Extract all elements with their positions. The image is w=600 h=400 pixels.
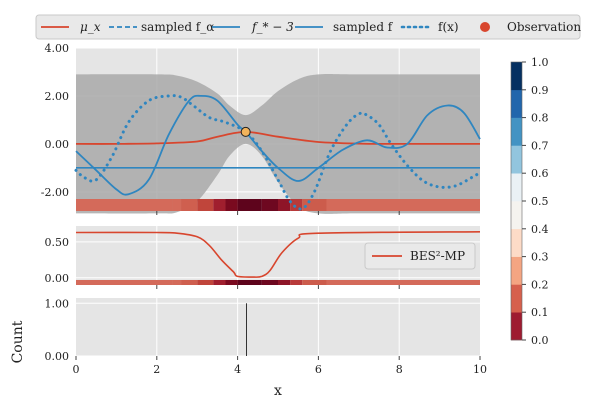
- bottom-x-tick-label: 0: [73, 363, 80, 376]
- colorbar-bin: [511, 145, 522, 174]
- colorbar-tick-label: 0.8: [531, 112, 549, 125]
- colorbar-bin: [511, 256, 522, 285]
- middle-acquisition-strip: [76, 280, 480, 285]
- middle-panel: BES²-MP 0.50 0.00: [45, 226, 481, 289]
- bottom-y-ticks: 1.00 0.00: [45, 297, 70, 363]
- colorbar-bin: [511, 89, 522, 118]
- bes-mp-line: [75, 231, 481, 278]
- bottom-x-tick-label: 6: [315, 363, 322, 376]
- colorbar-tick-label: 0.3: [531, 251, 549, 264]
- bottom-x-tick-label: 2: [153, 363, 160, 376]
- colorbar-tick-label: 0.1: [531, 306, 549, 319]
- top-y-ticks: 4.00 2.00 0.00 -2.00: [41, 42, 400, 215]
- colorbar-tick-label: 0.6: [531, 167, 549, 180]
- acquisition-strip-cell: [213, 199, 226, 211]
- middle-strip-cell: [172, 280, 182, 285]
- bottom-y-tick-label: 1.00: [45, 297, 70, 310]
- middle-legend: BES²-MP: [364, 242, 476, 270]
- colorbar-tick-label: 0.5: [531, 195, 549, 208]
- middle-strip-cell: [326, 280, 480, 285]
- middle-strip-cell: [290, 280, 303, 285]
- acquisition-strip-cell: [278, 199, 291, 211]
- middle-y-ticks: 0.50 0.00: [45, 236, 400, 289]
- top-y-tick-label: 4.00: [45, 42, 70, 55]
- bottom-panel: 1.00 0.00 0 2 4 6 8 10 Count x: [10, 297, 487, 399]
- confidence-band: [76, 74, 480, 214]
- middle-strip-cell: [225, 280, 238, 285]
- middle-strip-cell: [278, 280, 291, 285]
- legend-label-fstar: f_* − 3: [251, 20, 294, 34]
- legend-swatch-observation: [480, 22, 490, 32]
- colorbar-tick-label: 0.9: [531, 84, 549, 97]
- bottom-x-tick-label: 8: [396, 363, 403, 376]
- acquisition-strip-cell: [225, 199, 238, 211]
- colorbar-tick-label: 0.7: [531, 139, 549, 152]
- top-y-tick-label: 0.00: [45, 138, 70, 151]
- top-y-tick-label: -2.00: [41, 186, 69, 199]
- bottom-x-ticks: 0 2 4 6 8 10: [73, 356, 487, 376]
- middle-strip-cell: [261, 280, 278, 285]
- middle-strip-cell: [76, 280, 173, 285]
- middle-strip-cell: [181, 280, 198, 285]
- colorbar: 1.0 0.9 0.8 0.7 0.6 0.5 0.4 0.3 0.2 0.1 0.0: [510, 56, 549, 347]
- colorbar-bin: [511, 201, 522, 230]
- legend-label-fx: f(x): [438, 20, 459, 34]
- colorbar-tick-label: 1.0: [531, 56, 549, 69]
- x-axis-label: x: [274, 383, 282, 399]
- bottom-x-tick-label: 10: [473, 363, 487, 376]
- middle-legend-frame: [364, 242, 476, 270]
- bottom-x-tick-label: 4: [234, 363, 241, 376]
- legend-label-observation: Observation: [507, 20, 581, 34]
- fx-line: [74, 94, 482, 211]
- colorbar-bin: [511, 284, 522, 313]
- colorbar-tick-label: 0.4: [531, 223, 549, 236]
- legend-label-bes: BES²-MP: [410, 249, 465, 263]
- acquisition-strip-cell: [172, 199, 182, 211]
- y-axis-label: Count: [10, 320, 26, 363]
- acquisition-strip-cell: [261, 199, 278, 211]
- bottom-grid: [76, 298, 480, 357]
- observation-point: [240, 126, 251, 137]
- colorbar-bin: [511, 117, 522, 146]
- colorbar-tick-label: 0.0: [531, 334, 549, 347]
- top-panel: 4.00 2.00 0.00 -2.00: [41, 42, 482, 215]
- acquisition-strip-cell: [197, 199, 214, 211]
- middle-strip-cell: [237, 280, 262, 285]
- bottom-panel-background: [76, 298, 480, 356]
- colorbar-bin: [511, 173, 522, 202]
- legend: μ_x sampled f_α f_* − 3 sampled f f(x) O…: [35, 14, 581, 40]
- colorbar-bin: [511, 228, 522, 257]
- middle-strip-cell: [197, 280, 214, 285]
- acquisition-strip-cell: [237, 199, 262, 211]
- middle-y-tick-label: 0.00: [45, 272, 70, 285]
- colorbar-tick-label: 0.2: [531, 278, 549, 291]
- middle-y-tick-label: 0.50: [45, 236, 70, 249]
- sampled-f-line: [75, 94, 481, 196]
- acquisition-strip: [76, 199, 480, 211]
- middle-grid: [76, 226, 480, 285]
- middle-strip-cell: [213, 280, 226, 285]
- middle-strip-cell: [302, 280, 327, 285]
- colorbar-bin: [511, 312, 522, 341]
- bottom-y-tick-label: 0.00: [45, 350, 70, 363]
- legend-label-mu: μ_x: [80, 20, 101, 34]
- acquisition-strip-cell: [181, 199, 198, 211]
- colorbar-bin: [511, 62, 522, 91]
- top-y-tick-label: 2.00: [45, 90, 70, 103]
- legend-label-sampled-f: sampled f: [333, 20, 394, 34]
- legend-label-sampled-falpha: sampled f_α: [141, 20, 214, 34]
- acquisition-strip-cell: [326, 199, 480, 211]
- acquisition-strip-cell: [76, 199, 173, 211]
